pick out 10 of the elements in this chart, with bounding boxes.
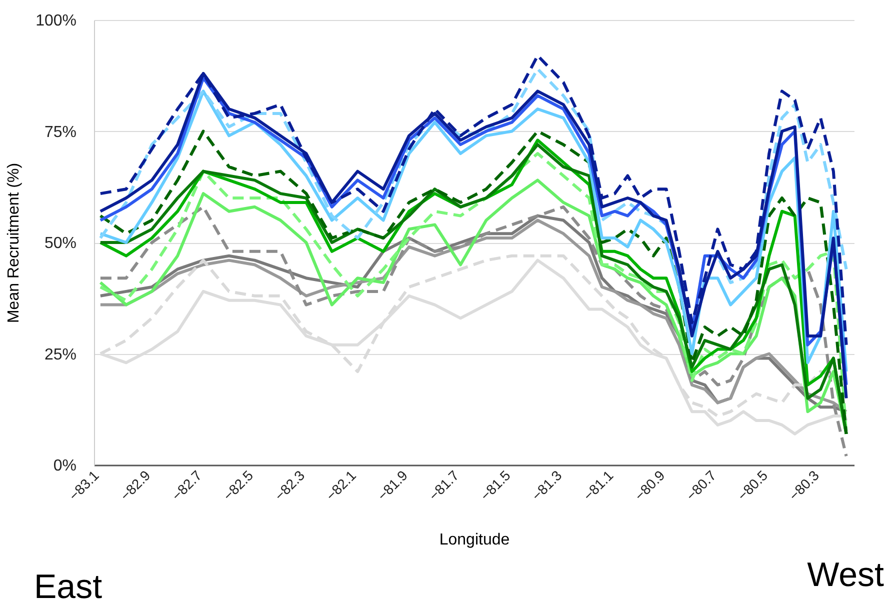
y-axis-title: Mean Recruitment (%) [6,162,23,324]
text: East [34,568,103,606]
line-series [98,205,848,458]
y-tick-label: 75% [44,124,76,141]
y-tick-label: 50% [44,235,76,252]
text: West [807,556,885,594]
y-tick-label: 25% [44,346,76,364]
y-tick-label: 100% [36,12,76,30]
x-axis-title: Longitude [439,532,510,548]
y-tick-label: 0% [53,458,76,474]
